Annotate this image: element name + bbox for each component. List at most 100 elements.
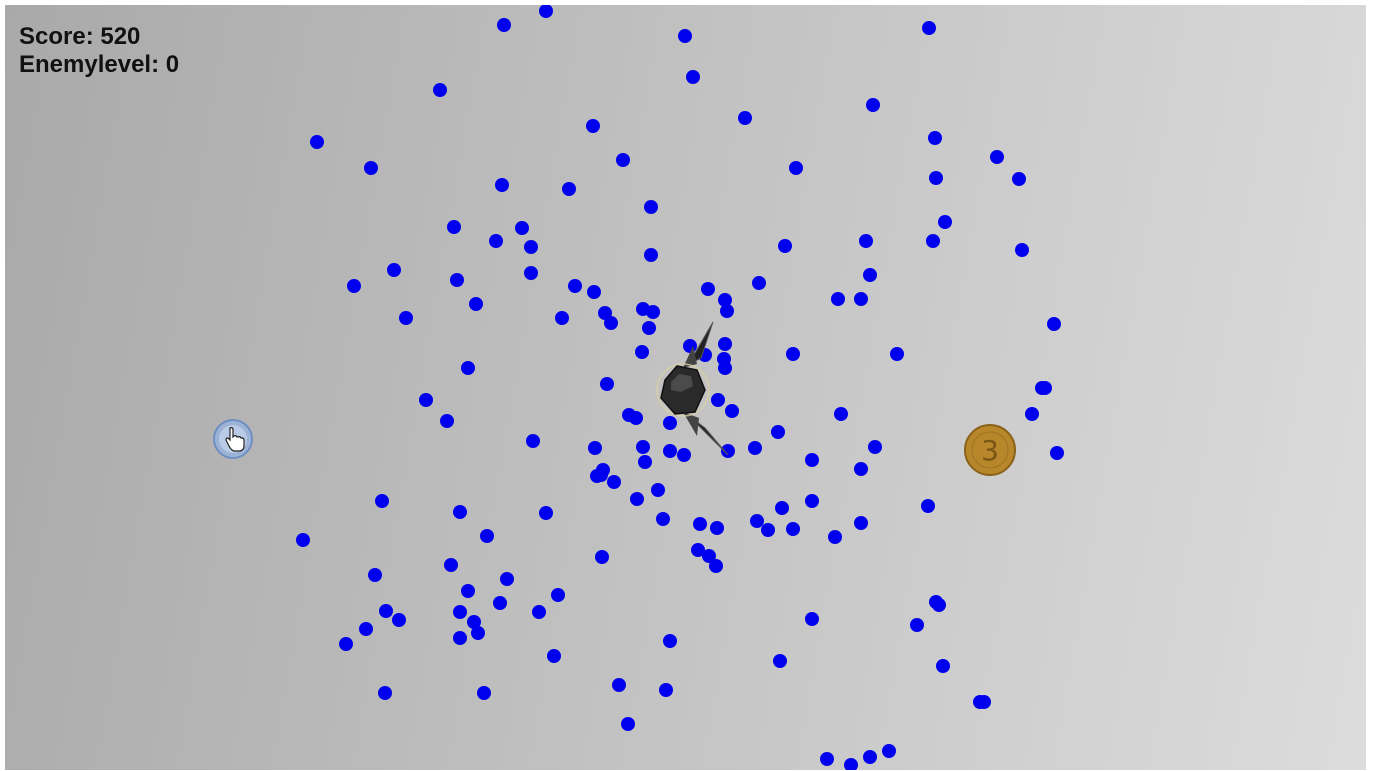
enemy-dot — [761, 523, 775, 537]
enemy-dot — [1025, 407, 1039, 421]
enemy-dot — [630, 492, 644, 506]
enemy-dot — [646, 305, 660, 319]
enemy-dot — [932, 598, 946, 612]
enemy-dot — [489, 234, 503, 248]
enemy-dot — [854, 516, 868, 530]
enemy-dot — [375, 494, 389, 508]
enemy-dot — [721, 444, 735, 458]
enemy-dot — [392, 613, 406, 627]
enemy-dot — [691, 543, 705, 557]
enemy-dot — [638, 455, 652, 469]
enemy-dot — [854, 462, 868, 476]
enemy-dot — [775, 501, 789, 515]
enemy-dot — [831, 292, 845, 306]
enemy-dot — [1050, 446, 1064, 460]
enemy-dot — [469, 297, 483, 311]
enemy-dot — [532, 605, 546, 619]
enemy-dot — [702, 549, 716, 563]
game-scene: 3 — [213, 5, 1064, 770]
enemy-dot — [990, 150, 1004, 164]
enemy-dot — [868, 440, 882, 454]
enemy-dot — [720, 304, 734, 318]
enemy-dot — [748, 441, 762, 455]
enemy-dot — [347, 279, 361, 293]
enemy-dot — [296, 533, 310, 547]
enemy-dot — [738, 111, 752, 125]
enemy-dot — [467, 615, 481, 629]
enemy-dot — [890, 347, 904, 361]
enemy-dot — [718, 337, 732, 351]
enemy-dot — [616, 153, 630, 167]
ship-fin-top — [683, 346, 697, 368]
enemy-dot — [910, 618, 924, 632]
score-label: Score: 520 — [19, 23, 141, 50]
enemy-dot — [938, 215, 952, 229]
enemy-dot — [635, 345, 649, 359]
enemy-dot — [444, 558, 458, 572]
enemy-dot — [977, 695, 991, 709]
enemy-dot — [621, 717, 635, 731]
hud: Score: 520 Enemylevel: 0 — [19, 23, 179, 79]
enemy-dot — [771, 425, 785, 439]
enemy-level-label: Enemylevel: 0 — [19, 51, 180, 78]
enemy-dot — [859, 234, 873, 248]
enemy-dot — [786, 522, 800, 536]
enemy-dot — [820, 752, 834, 766]
enemy-dot — [644, 248, 658, 262]
enemy-dot — [339, 637, 353, 651]
ship-shield-ring — [656, 363, 710, 417]
enemy-dot — [882, 744, 896, 758]
enemy-dot — [805, 494, 819, 508]
enemy-dot — [718, 361, 732, 375]
enemy-dot — [922, 21, 936, 35]
enemy-dot — [651, 483, 665, 497]
enemy-dot — [310, 135, 324, 149]
enemy-dot — [642, 321, 656, 335]
enemy-dot — [834, 407, 848, 421]
enemy-dot — [683, 339, 697, 353]
enemy-dot — [926, 234, 940, 248]
enemy-dot — [866, 98, 880, 112]
enemy-dot — [607, 475, 621, 489]
enemy-dot — [471, 626, 485, 640]
enemy-dot — [539, 506, 553, 520]
enemy-dot — [805, 453, 819, 467]
enemy-dot — [656, 512, 670, 526]
enemy-dot — [587, 285, 601, 299]
enemy-dot — [359, 622, 373, 636]
enemy-dot — [588, 441, 602, 455]
coin-rim — [971, 431, 1009, 469]
enemy-dot — [710, 521, 724, 535]
enemy-dot — [526, 434, 540, 448]
enemy-dot — [678, 29, 692, 43]
enemy-dot — [612, 678, 626, 692]
enemy-dot — [433, 83, 447, 97]
enemy-dot — [663, 634, 677, 648]
enemy-dot — [928, 131, 942, 145]
enemy-dot — [828, 530, 842, 544]
enemy-dot — [1047, 317, 1061, 331]
enemy-dot — [368, 568, 382, 582]
enemy-dot — [677, 448, 691, 462]
ship-fin-bottom — [683, 412, 699, 436]
enemy-dot — [929, 171, 943, 185]
enemy-dot — [495, 178, 509, 192]
enemy-dot — [1012, 172, 1026, 186]
enemy-dot — [936, 659, 950, 673]
ship-highlight — [671, 374, 693, 392]
enemy-dot — [378, 686, 392, 700]
enemy-dot — [844, 758, 858, 770]
enemy-dot — [725, 404, 739, 418]
game-canvas[interactable]: 3 Score: 520 Enemylevel: 0 — [5, 5, 1366, 770]
enemy-dot — [863, 268, 877, 282]
enemy-dot — [480, 529, 494, 543]
enemy-dot — [773, 654, 787, 668]
enemy-dot — [551, 588, 565, 602]
enemy-dot — [600, 377, 614, 391]
enemy-dot — [399, 311, 413, 325]
enemy-dot — [500, 572, 514, 586]
enemy-dot — [752, 276, 766, 290]
cursor-marker[interactable] — [213, 419, 253, 459]
enemy-dot — [568, 279, 582, 293]
enemy-dots — [296, 5, 1064, 770]
